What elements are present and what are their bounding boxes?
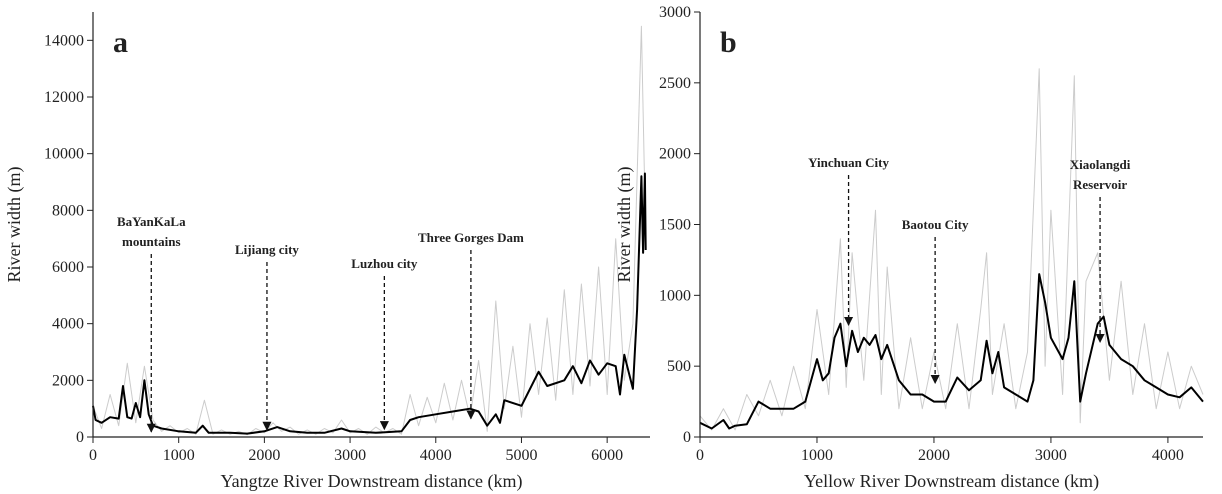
data-line (699, 273, 1204, 430)
panel-label: b (720, 26, 737, 59)
x-tick-label: 0 (696, 447, 704, 464)
y-tick-label: 8000 (52, 202, 84, 219)
x-tick-label: 1000 (801, 447, 833, 464)
y-tick-label: 500 (667, 358, 691, 375)
panel-label: a (113, 26, 128, 59)
annotation-text: Three Gorges Dam (418, 230, 524, 245)
y-tick-label: 1500 (659, 217, 691, 234)
x-tick-label: 2000 (248, 447, 280, 464)
y-tick-label: 0 (683, 429, 691, 446)
y-axis-label: River width (m) (4, 167, 25, 283)
y-tick-label: 0 (76, 429, 84, 446)
data-line (92, 172, 647, 435)
y-tick-label: 10000 (44, 146, 84, 163)
annotation-text: Baotou City (902, 217, 969, 232)
annotation-text: Xiaolangdi (1070, 157, 1131, 172)
y-tick-label: 14000 (44, 32, 84, 49)
y-tick-label: 3000 (659, 4, 691, 21)
x-tick-label: 2000 (918, 447, 950, 464)
x-tick-label: 0 (89, 447, 97, 464)
x-axis-label: Yangtze River Downstream distance (km) (220, 471, 522, 492)
data-line (92, 25, 647, 436)
y-tick-label: 4000 (52, 316, 84, 333)
y-tick-label: 12000 (44, 89, 84, 106)
x-tick-label: 3000 (1035, 447, 1067, 464)
y-tick-label: 2000 (659, 146, 691, 163)
annotation-text: Yinchuan City (808, 155, 889, 170)
x-tick-label: 1000 (163, 447, 195, 464)
y-axis-label: River width (m) (614, 167, 635, 283)
y-tick-label: 2000 (52, 372, 84, 389)
x-axis-label: Yellow River Downstream distance (km) (804, 471, 1099, 492)
data-line (699, 68, 1204, 431)
y-tick-label: 6000 (52, 259, 84, 276)
x-tick-label: 4000 (1152, 447, 1184, 464)
annotation-text: mountains (122, 234, 181, 249)
annotation-text: Lijiang city (235, 242, 299, 257)
x-tick-label: 3000 (334, 447, 366, 464)
annotation-text: BaYanKaLa (117, 214, 186, 229)
x-tick-label: 4000 (420, 447, 452, 464)
x-tick-label: 5000 (505, 447, 537, 464)
annotation-text: Luzhou city (351, 256, 418, 271)
y-tick-label: 2500 (659, 75, 691, 92)
annotation-text: Reservoir (1073, 177, 1127, 192)
y-tick-label: 1000 (659, 287, 691, 304)
x-tick-label: 6000 (591, 447, 623, 464)
